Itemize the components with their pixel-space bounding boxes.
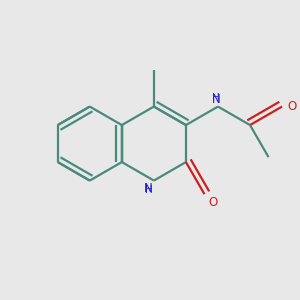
Text: H: H <box>212 93 220 103</box>
Text: O: O <box>287 100 296 113</box>
Text: H: H <box>145 185 152 195</box>
Text: N: N <box>143 182 152 195</box>
Text: O: O <box>208 196 218 209</box>
Text: N: N <box>212 93 221 106</box>
